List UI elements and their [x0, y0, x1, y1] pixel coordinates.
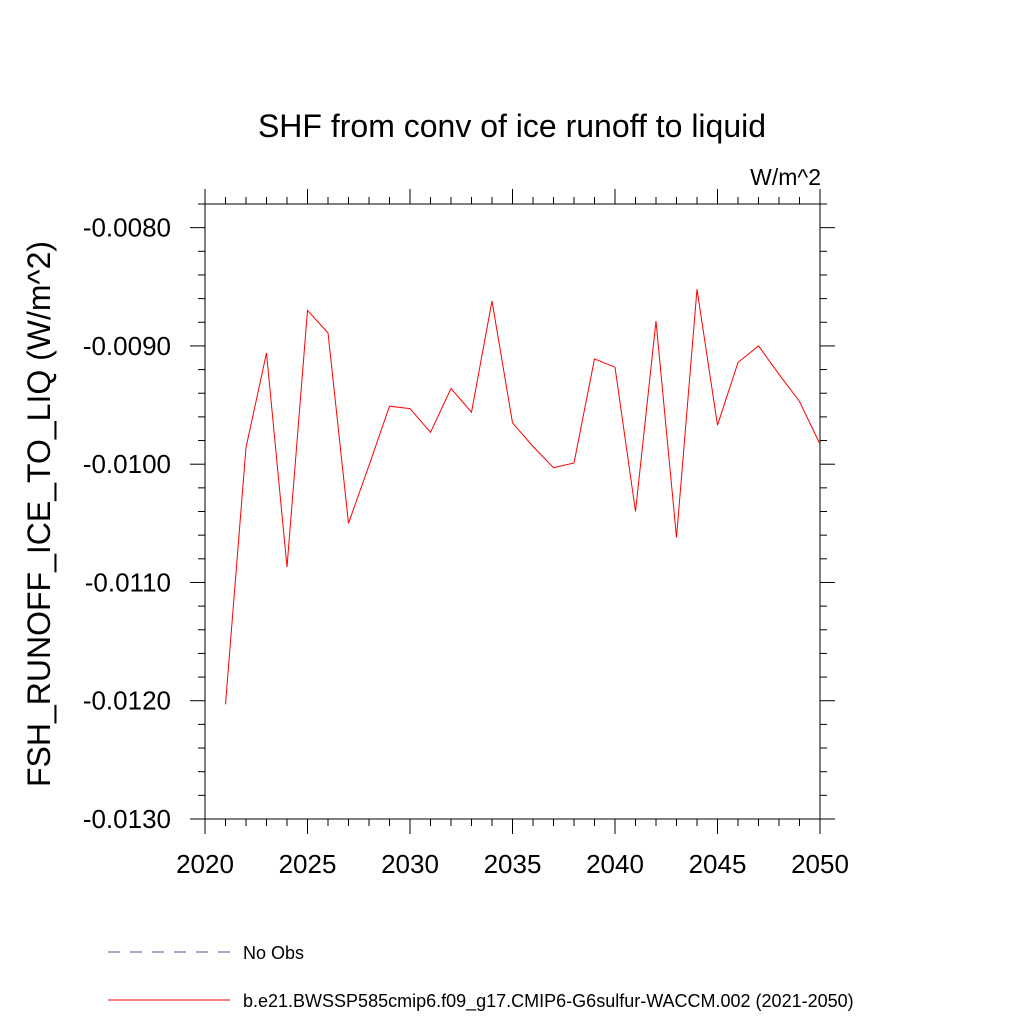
x-tick-label: 2050	[791, 849, 849, 879]
plot-frame	[204, 203, 821, 820]
units-label: W/m^2	[750, 164, 821, 190]
x-tick-label: 2040	[586, 849, 644, 879]
y-tick-label: -0.0080	[83, 213, 171, 243]
x-tick-label: 2020	[176, 849, 234, 879]
x-tick-label: 2045	[689, 849, 747, 879]
y-tick-label: -0.0100	[83, 449, 171, 479]
chart-title: SHF from conv of ice runoff to liquid	[258, 108, 766, 144]
x-tick-label: 2025	[279, 849, 337, 879]
series-lines	[225, 289, 821, 705]
x-tick-label: 2030	[381, 849, 439, 879]
y-axis-label: FSH_RUNOFF_ICE_TO_LIQ (W/m^2)	[21, 241, 57, 787]
series-line	[225, 289, 821, 705]
y-tick-label: -0.0110	[85, 567, 171, 597]
legend-label: b.e21.BWSSP585cmip6.f09_g17.CMIP6-G6sulf…	[243, 991, 854, 1012]
axis-tick-labels: 2020 2025 2030 2035 2040 2045 2050 -0.0130 -0.01…	[83, 213, 849, 879]
x-tick-label: 2035	[484, 849, 542, 879]
axis-ticks	[190, 189, 835, 834]
y-tick-label: -0.0090	[83, 331, 171, 361]
legend: No Obs b.e21.BWSSP585cmip6.f09_g17.CMIP6-…	[108, 943, 854, 1012]
y-tick-label: -0.0120	[83, 686, 171, 716]
legend-label: No Obs	[243, 943, 304, 963]
y-tick-label: -0.0130	[83, 804, 171, 834]
